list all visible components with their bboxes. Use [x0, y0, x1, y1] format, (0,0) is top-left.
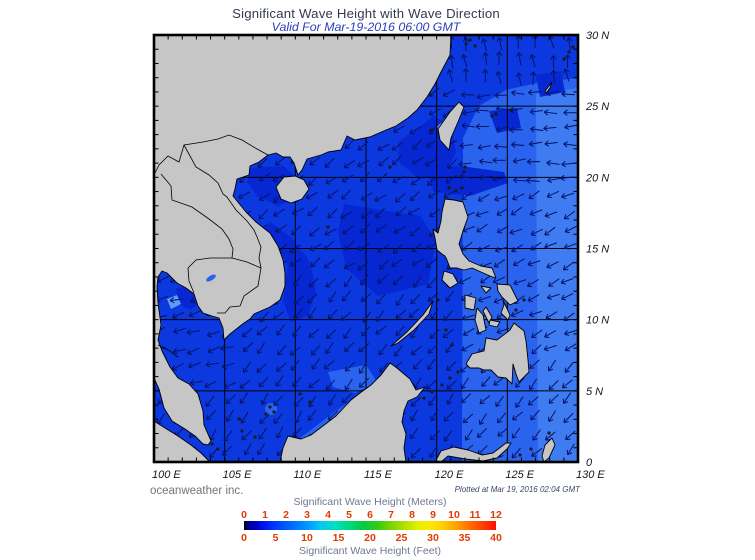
land-bohol [488, 319, 501, 328]
legend-tick-value: 12 [490, 509, 502, 521]
legend-tick-value: 8 [409, 509, 415, 521]
legend-tick-value: 11 [469, 509, 481, 521]
land-panay [464, 294, 477, 311]
latitude-label: 10 N [586, 315, 609, 327]
legend-tick-value: 20 [364, 532, 376, 544]
land-masbate [480, 285, 492, 294]
legend-tick-value: 0 [241, 509, 247, 521]
valid-time-subtitle: Valid For Mar-19-2016 06:00 GMT [271, 20, 461, 34]
legend-tick-value: 10 [301, 532, 313, 544]
land-luzon [432, 198, 497, 279]
legend-meters-label: Significant Wave Height (Meters) [293, 496, 447, 508]
land-sumatra [154, 420, 212, 462]
source-credit: oceanweather inc. [150, 485, 244, 497]
legend-tick-value: 5 [272, 532, 279, 544]
legend-tick-value: 40 [490, 532, 502, 544]
latitude-label: 25 N [585, 101, 609, 113]
legend-colorbar [244, 521, 496, 530]
land-okinawa [544, 81, 553, 94]
latitude-label: 30 N [586, 30, 609, 42]
legend-tick-value: 0 [241, 532, 247, 544]
latitude-label: 5 N [586, 386, 603, 398]
legend-tick-value: 3 [304, 509, 310, 521]
degree-tick-marks [154, 35, 578, 462]
longitude-label: 125 E [505, 469, 534, 481]
land-taiwan [437, 101, 465, 151]
latitude-label: 15 N [586, 244, 609, 256]
land-halmahera [541, 437, 556, 462]
legend-tick-value: 2 [283, 509, 289, 521]
legend-tick-value: 5 [346, 509, 352, 521]
longitude-label: 105 E [223, 469, 252, 481]
land-leyte [500, 299, 511, 321]
legend-tick-value: 10 [448, 509, 460, 521]
small-islands [210, 38, 575, 457]
land-samar [496, 283, 519, 306]
longitude-label: 115 E [364, 469, 393, 481]
land-mindoro [441, 270, 459, 289]
legend-tick-value: 15 [332, 532, 345, 544]
legend-meter-ticks: 0 1 2 3 4 5 6 7 8 9 10 11 12 [241, 509, 502, 521]
legend-tick-value: 35 [458, 532, 471, 544]
longitude-label: 110 E [293, 469, 322, 481]
legend-feet-label: Significant Wave Height (Feet) [298, 545, 441, 557]
longitude-axis-labels: 100 E 105 E 110 E 115 E 120 E 125 E 130 E [152, 469, 605, 481]
land-palawan [390, 300, 434, 347]
latitude-label: 0 [586, 457, 593, 469]
longitude-label: 100 E [152, 469, 181, 481]
plotted-timestamp: Plotted at Mar 19, 2016 02:04 GMT [454, 485, 580, 494]
longitude-label: 120 E [435, 469, 464, 481]
legend-tick-value: 1 [262, 509, 268, 521]
land-negros [474, 307, 487, 334]
legend-tick-value: 25 [395, 532, 408, 544]
tonle-sap-lake [206, 274, 216, 282]
land-borneo [279, 362, 426, 462]
land-mindanao [465, 322, 530, 385]
legend-tick-value: 4 [325, 509, 331, 521]
legend-feet-ticks: 0 5 10 15 20 25 30 35 40 [241, 532, 502, 544]
land-hainan [275, 175, 310, 204]
legend-tick-value: 30 [427, 532, 439, 544]
legend-tick-value: 9 [430, 509, 436, 521]
legend-tick-value: 7 [388, 509, 394, 521]
legend-tick-value: 6 [367, 509, 373, 521]
latitude-label: 20 N [585, 172, 609, 184]
page-title: Significant Wave Height with Wave Direct… [232, 6, 500, 21]
country-borders [154, 134, 269, 358]
landmasses [154, 35, 556, 462]
land-sulawesi [434, 442, 512, 462]
latitude-axis-labels: 30 N 25 N 20 N 15 N 10 N 5 N 0 [585, 30, 609, 469]
longitude-label: 130 E [576, 469, 605, 481]
land-mainland-asia [154, 35, 452, 446]
